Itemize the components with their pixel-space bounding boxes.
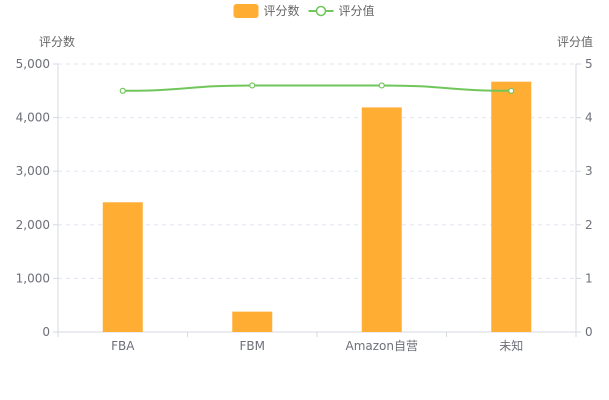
y-right-tick-label: 2 bbox=[585, 218, 593, 232]
y-right-tick-label: 4 bbox=[585, 111, 593, 125]
line-point bbox=[378, 82, 385, 89]
y-left-tick-label: 3,000 bbox=[16, 164, 50, 178]
y-right-tick-label: 0 bbox=[585, 325, 593, 339]
bar-series bbox=[102, 81, 532, 332]
legend-label-line: 评分值 bbox=[339, 3, 375, 18]
bar bbox=[102, 202, 143, 332]
line-series bbox=[119, 82, 515, 94]
x-tick-label: FBA bbox=[111, 339, 135, 353]
y-left-tick-label: 1,000 bbox=[16, 271, 50, 285]
tick-labels: 0 1,000 2,000 3,000 4,000 5,000 0 1 2 3 4 5 FBA FBM Am… bbox=[16, 57, 593, 353]
series-line bbox=[122, 84, 512, 92]
y-right-tick-label: 3 bbox=[585, 164, 593, 178]
legend-marker bbox=[315, 5, 327, 17]
x-tick-label: FBM bbox=[240, 339, 266, 353]
y-left-tick-label: 5,000 bbox=[16, 57, 50, 71]
x-tick-label: 未知 bbox=[499, 339, 523, 353]
bar bbox=[232, 311, 273, 332]
line-point bbox=[249, 82, 256, 89]
legend-swatch-bar bbox=[233, 4, 259, 18]
y-right-tick-label: 5 bbox=[585, 57, 593, 71]
y-right-tick-label: 1 bbox=[585, 271, 593, 285]
legend-label-bar: 评分数 bbox=[264, 3, 300, 18]
y-axis-left-title: 评分数 bbox=[39, 34, 75, 49]
y-left-tick-label: 2,000 bbox=[16, 218, 50, 232]
bar bbox=[491, 81, 532, 332]
bar bbox=[361, 107, 402, 332]
x-tick-label: Amazon自营 bbox=[346, 339, 419, 353]
line-point bbox=[119, 87, 126, 94]
gridlines bbox=[58, 63, 576, 279]
line-point bbox=[508, 87, 515, 94]
y-left-tick-label: 4,000 bbox=[16, 111, 50, 125]
legend: 评分数 评分值 bbox=[233, 3, 375, 18]
y-axis-right-title: 评分值 bbox=[557, 34, 593, 49]
axes bbox=[53, 63, 581, 337]
y-left-tick-label: 0 bbox=[42, 325, 50, 339]
